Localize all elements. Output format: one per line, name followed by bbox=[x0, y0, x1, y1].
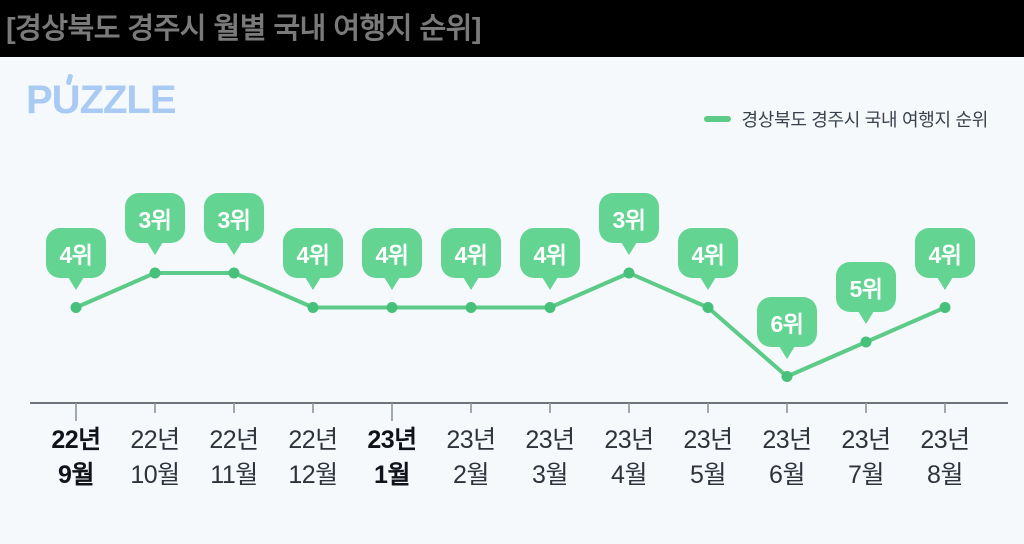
rank-bubble: 6위 bbox=[757, 296, 817, 359]
rank-bubble: 4위 bbox=[283, 227, 343, 290]
legend-line-swatch bbox=[703, 116, 731, 122]
rank-bubble: 5위 bbox=[836, 262, 896, 324]
title-bar: [경상북도 경주시 월별 국내 여행지 순위] bbox=[0, 0, 1024, 57]
x-label-month: 4월 bbox=[611, 461, 647, 489]
chart-legend: 경상북도 경주시 국내 여행지 순위 bbox=[703, 106, 989, 132]
rank-bubble: 4위 bbox=[46, 227, 106, 290]
x-axis-label: 22년 10월 bbox=[90, 423, 220, 493]
x-label-month: 7월 bbox=[848, 461, 884, 489]
data-point-marker bbox=[70, 302, 82, 313]
x-axis-label: 23년 3월 bbox=[485, 423, 615, 493]
data-point-marker bbox=[465, 302, 477, 313]
x-label-year: 22년 bbox=[288, 426, 338, 454]
x-axis-label: 22년 12월 bbox=[248, 423, 378, 493]
x-label-month: 6월 bbox=[769, 461, 805, 489]
legend-label: 경상북도 경주시 국내 여행지 순위 bbox=[741, 110, 989, 130]
x-label-year: 23년 bbox=[367, 426, 417, 454]
rank-line bbox=[74, 271, 947, 379]
x-axis-label: 23년 4월 bbox=[564, 423, 694, 493]
data-point-marker bbox=[623, 267, 635, 279]
rank-bubble: 3위 bbox=[599, 193, 659, 255]
data-point-marker bbox=[307, 302, 319, 313]
x-label-year: 23년 bbox=[762, 426, 812, 454]
rank-bubble: 3위 bbox=[204, 193, 264, 255]
data-point-marker bbox=[228, 267, 240, 279]
x-label-month: 10월 bbox=[130, 461, 180, 489]
x-label-month: 1월 bbox=[374, 461, 410, 489]
data-point-marker bbox=[939, 302, 951, 313]
puzzle-logo: PUZZLE bbox=[26, 73, 177, 122]
x-axis-label: 23년 6월 bbox=[722, 423, 852, 493]
x-axis-label: 22년 11월 bbox=[169, 423, 299, 493]
rank-bubble: 4위 bbox=[915, 227, 975, 290]
data-point-marker bbox=[781, 371, 793, 382]
x-label-month: 5월 bbox=[690, 461, 726, 489]
x-label-month: 11월 bbox=[210, 461, 258, 489]
x-axis-label: 23년 5월 bbox=[643, 423, 773, 493]
x-axis-label: 23년 2월 bbox=[406, 423, 536, 493]
x-axis-label: 22년 9월 bbox=[11, 423, 141, 493]
data-point-marker bbox=[544, 302, 556, 313]
rank-bubble: 4위 bbox=[362, 227, 422, 290]
x-label-year: 23년 bbox=[841, 426, 891, 454]
x-label-year: 23년 bbox=[525, 426, 575, 454]
data-point-marker bbox=[386, 302, 398, 313]
x-label-year: 23년 bbox=[683, 426, 733, 454]
data-point-marker bbox=[860, 336, 872, 348]
data-point-marker bbox=[149, 267, 161, 279]
x-axis-label: 23년 8월 bbox=[880, 423, 1010, 493]
x-label-year: 22년 bbox=[130, 426, 180, 454]
page-title: [경상북도 경주시 월별 국내 여행지 순위] bbox=[6, 12, 481, 45]
x-label-year: 23년 bbox=[446, 426, 496, 454]
x-label-year: 23년 bbox=[604, 426, 654, 454]
data-point-marker bbox=[702, 302, 714, 313]
x-axis-label: 23년 7월 bbox=[801, 423, 931, 493]
x-label-month: 12월 bbox=[288, 461, 338, 489]
x-axis-label: 23년 1월 bbox=[327, 423, 457, 493]
x-label-year: 22년 bbox=[51, 426, 101, 454]
x-label-year: 23년 bbox=[920, 426, 970, 454]
puzzle-logo-text: PUZZLE bbox=[26, 78, 177, 122]
x-label-month: 2월 bbox=[453, 461, 489, 489]
rank-bubble: 4위 bbox=[441, 227, 501, 290]
x-label-year: 22년 bbox=[209, 426, 259, 454]
rank-bubble: 3위 bbox=[125, 193, 185, 255]
rank-bubble: 4위 bbox=[678, 227, 738, 290]
x-label-month: 8월 bbox=[927, 461, 963, 489]
x-label-month: 3월 bbox=[532, 461, 568, 489]
rank-bubble: 4위 bbox=[520, 227, 580, 290]
x-label-month: 9월 bbox=[58, 461, 94, 489]
